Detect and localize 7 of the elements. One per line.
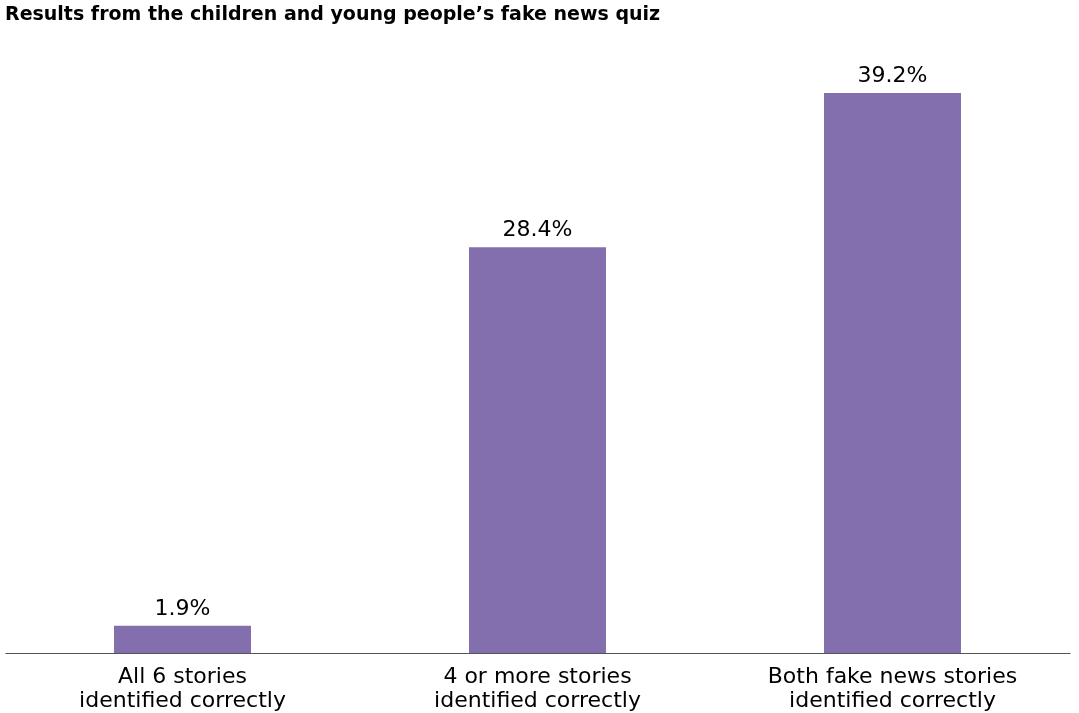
x-tick-label: All 6 stories identified correctly <box>79 662 286 712</box>
data-label: 28.4% <box>502 216 573 242</box>
chart-title: Results from the children and young people’s fake news quiz <box>5 2 661 24</box>
x-tick-label: 4 or more stories identified correctly <box>434 662 641 712</box>
x-tick-label: Both fake news stories identified correctly <box>767 662 1018 712</box>
data-label: 1.9% <box>154 594 211 620</box>
data-label: 39.2% <box>857 62 928 87</box>
